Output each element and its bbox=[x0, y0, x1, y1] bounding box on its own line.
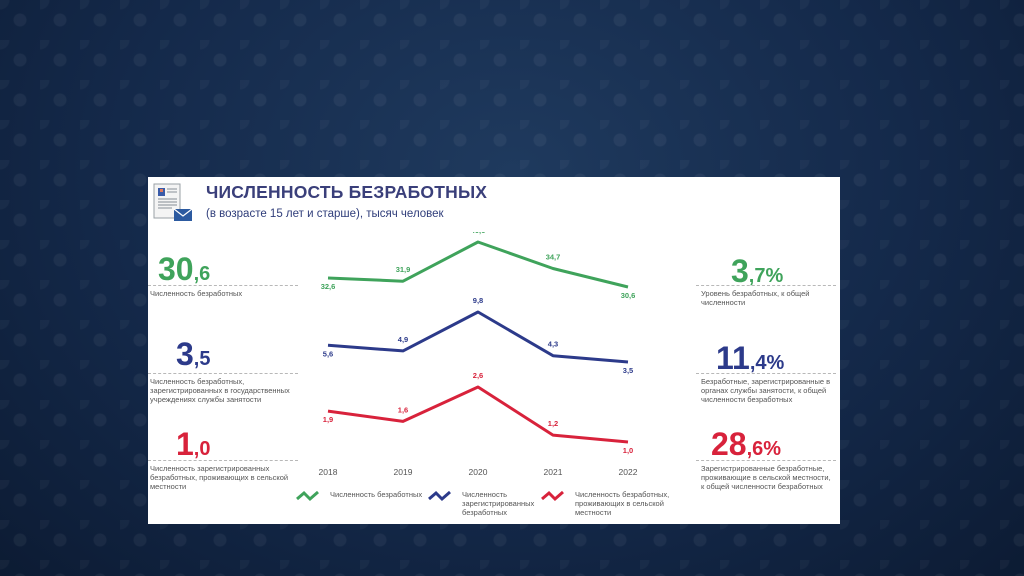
stat-value-int: 28 bbox=[711, 426, 747, 462]
data-label: 4,9 bbox=[398, 335, 408, 344]
legend-label: Численность безработных bbox=[330, 490, 423, 499]
stat-value-dec: 7% bbox=[754, 265, 784, 287]
stat-registered-share: 11,4% bbox=[716, 340, 785, 376]
stat-value-int: 11 bbox=[716, 340, 750, 376]
data-label: 9,8 bbox=[473, 296, 483, 305]
stat-unemployment-rate: 3,7% bbox=[731, 253, 784, 289]
data-label: 5,6 bbox=[323, 349, 333, 358]
data-label: 31,9 bbox=[396, 265, 411, 274]
stat-rural-share: 28,6% bbox=[711, 426, 782, 462]
divider bbox=[696, 460, 836, 461]
data-label: 4,3 bbox=[548, 340, 558, 349]
blue-line-icon bbox=[428, 490, 451, 502]
data-label: 1,2 bbox=[548, 419, 558, 428]
x-tick-label: 2020 bbox=[469, 467, 488, 477]
data-label: 40,6 bbox=[471, 232, 486, 235]
stat-desc: Численность зарегистрированных безработн… bbox=[150, 464, 289, 491]
x-tick-label: 2019 bbox=[394, 467, 413, 477]
slide-card: ЧИСЛЕННОСТЬ БЕЗРАБОТНЫХ (в возрасте 15 л… bbox=[148, 177, 840, 524]
stat-value-dec: 5 bbox=[199, 348, 211, 370]
data-label: 1,0 bbox=[623, 446, 633, 455]
stat-desc: Безработные, зарегистрированные в органа… bbox=[701, 377, 831, 404]
stat-desc: Зарегистрированные безработные, проживаю… bbox=[701, 464, 831, 491]
red-line-icon bbox=[541, 490, 564, 502]
stat-value-dec: 0 bbox=[199, 438, 211, 460]
divider bbox=[696, 373, 836, 374]
green-line-icon bbox=[296, 490, 319, 502]
stat-registered: 3,5 bbox=[176, 336, 211, 372]
data-label: 1,9 bbox=[323, 415, 333, 424]
divider bbox=[148, 373, 298, 374]
divider bbox=[148, 460, 298, 461]
stat-value-int: 3 bbox=[731, 253, 749, 289]
page-subtitle: (в возрасте 15 лет и старше), тысяч чело… bbox=[206, 208, 444, 220]
stat-value-dec: 4% bbox=[755, 352, 785, 374]
series-line bbox=[327, 310, 629, 364]
stat-unemployed: 30,6 bbox=[158, 251, 211, 287]
stat-desc: Численность безработных bbox=[150, 289, 243, 298]
stat-desc: Численность безработных, зарегистрирован… bbox=[150, 377, 290, 404]
data-label: 32,6 bbox=[321, 282, 336, 291]
data-label: 2,6 bbox=[473, 371, 483, 380]
document-mail-icon bbox=[153, 183, 193, 221]
divider bbox=[696, 285, 836, 286]
series-line bbox=[327, 240, 629, 289]
divider bbox=[148, 285, 298, 286]
stat-value-int: 1 bbox=[176, 426, 194, 462]
data-label: 34,7 bbox=[546, 253, 561, 262]
page-title: ЧИСЛЕННОСТЬ БЕЗРАБОТНЫХ bbox=[206, 182, 488, 202]
x-tick-label: 2021 bbox=[544, 467, 563, 477]
stat-rural: 1,0 bbox=[176, 426, 211, 462]
series-line bbox=[327, 385, 629, 444]
stat-value-dec: 6 bbox=[199, 263, 211, 285]
x-tick-label: 2022 bbox=[619, 467, 638, 477]
data-label: 30,6 bbox=[621, 291, 636, 300]
legend-label: Численность зарегистрированных безработн… bbox=[462, 490, 535, 517]
stat-desc: Уровень безработных, к общей численности bbox=[701, 289, 810, 307]
stat-value-dec: 6% bbox=[752, 438, 782, 460]
legend-label: Численность безработных, проживающих в с… bbox=[575, 490, 670, 517]
data-label: 3,5 bbox=[623, 366, 633, 375]
stat-value-int: 30 bbox=[158, 251, 194, 287]
stat-value-int: 3 bbox=[176, 336, 194, 372]
x-tick-label: 2018 bbox=[319, 467, 338, 477]
line-chart: 32,6 31,9 40,6 34,7 30,6 5,6 4,9 9,8 4,3 3,5 1,9 1,… bbox=[319, 232, 638, 477]
data-label: 1,6 bbox=[398, 405, 408, 414]
